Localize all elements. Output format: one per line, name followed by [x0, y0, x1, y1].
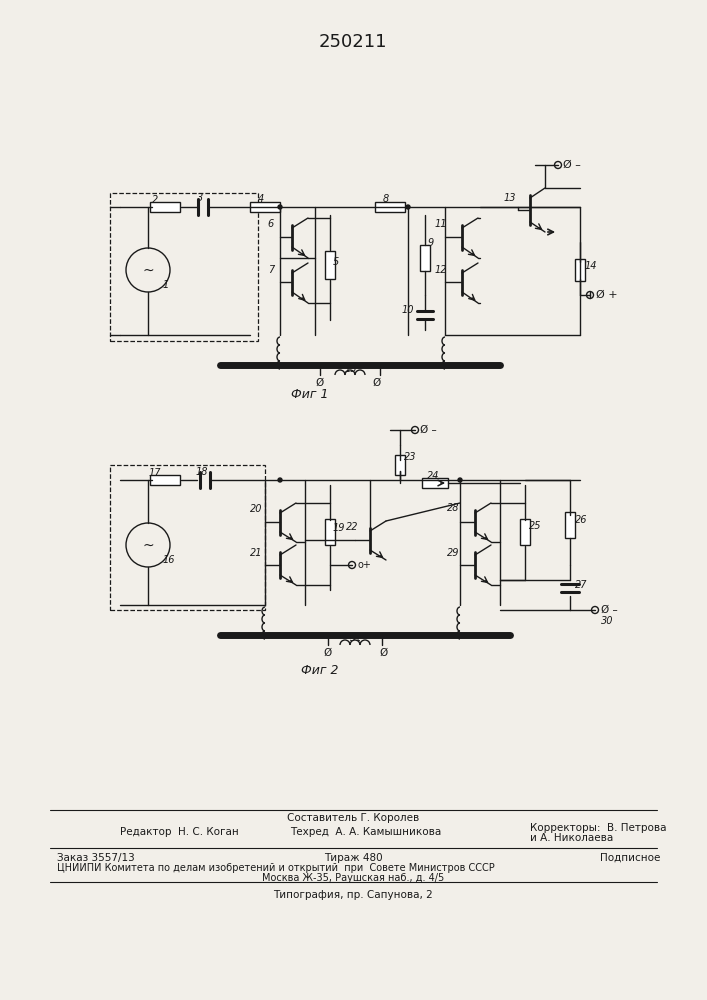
Text: o+: o+: [358, 560, 372, 570]
Text: 25: 25: [529, 521, 542, 531]
Text: 28: 28: [447, 503, 460, 513]
Text: Ø –: Ø –: [601, 605, 618, 615]
Bar: [520, 519, 530, 545]
Bar: [150, 202, 180, 212]
Bar: [395, 455, 405, 475]
Text: ЦНИИПИ Комитета по делам изобретений и открытий  при  Совете Министров СССР: ЦНИИПИ Комитета по делам изобретений и о…: [57, 863, 495, 873]
Text: 22: 22: [346, 522, 358, 532]
Text: 23: 23: [404, 452, 416, 462]
Text: 5: 5: [333, 257, 339, 267]
Bar: [422, 478, 448, 488]
Text: 31: 31: [350, 633, 362, 643]
Text: Корректоры:  В. Петрова: Корректоры: В. Петрова: [530, 823, 667, 833]
Text: 6: 6: [268, 219, 274, 229]
Text: 18: 18: [196, 467, 209, 477]
Text: Фиг 2: Фиг 2: [301, 664, 339, 676]
Text: 29: 29: [447, 548, 460, 558]
Text: Типография, пр. Сапунова, 2: Типография, пр. Сапунова, 2: [273, 890, 433, 900]
Bar: [110, 465, 265, 610]
Text: и А. Николаева: и А. Николаева: [530, 833, 613, 843]
Text: 14: 14: [585, 261, 597, 271]
Bar: [565, 512, 575, 538]
Text: 250211: 250211: [319, 33, 387, 51]
Text: Техред  А. А. Камышникова: Техред А. А. Камышникова: [290, 827, 441, 837]
Circle shape: [406, 205, 410, 209]
Bar: [325, 519, 335, 545]
Text: 10: 10: [402, 305, 414, 315]
Text: Ø –: Ø –: [563, 160, 581, 170]
Text: Составитель Г. Королев: Составитель Г. Королев: [287, 813, 419, 823]
Text: 20: 20: [250, 504, 262, 514]
Text: Фиг 1: Фиг 1: [291, 388, 329, 401]
Bar: [250, 202, 280, 212]
Text: 4: 4: [258, 194, 264, 204]
Text: Тираж 480: Тираж 480: [324, 853, 382, 863]
Text: 2: 2: [152, 195, 158, 205]
Text: 15: 15: [345, 364, 357, 374]
Text: 26: 26: [575, 515, 588, 525]
Bar: [150, 475, 180, 485]
Text: ~: ~: [142, 539, 154, 553]
Text: 1: 1: [163, 280, 169, 290]
Text: Ø: Ø: [380, 648, 388, 658]
Bar: [375, 202, 405, 212]
Text: 13: 13: [504, 193, 516, 203]
Text: Ø +: Ø +: [596, 290, 618, 300]
Text: Ø: Ø: [324, 648, 332, 658]
Text: 17: 17: [148, 468, 161, 478]
Bar: [325, 251, 335, 279]
Text: 3: 3: [197, 193, 203, 203]
Text: 7: 7: [268, 265, 274, 275]
Text: 9: 9: [428, 238, 434, 248]
Text: 12: 12: [435, 265, 448, 275]
Text: Заказ 3557/13: Заказ 3557/13: [57, 853, 135, 863]
Text: ~: ~: [142, 264, 154, 278]
Circle shape: [458, 478, 462, 482]
Bar: [575, 259, 585, 281]
Text: 19: 19: [333, 523, 346, 533]
Text: 8: 8: [383, 194, 389, 204]
Text: 11: 11: [435, 219, 448, 229]
Text: Редактор  Н. С. Коган: Редактор Н. С. Коган: [120, 827, 239, 837]
Text: Ø –: Ø –: [420, 425, 437, 435]
Bar: [420, 245, 430, 271]
Text: Ø: Ø: [373, 378, 381, 388]
Text: 21: 21: [250, 548, 262, 558]
Text: Москва Ж-35, Раушская наб., д. 4/5: Москва Ж-35, Раушская наб., д. 4/5: [262, 873, 444, 883]
Text: Ø: Ø: [316, 378, 324, 388]
Circle shape: [278, 205, 282, 209]
Bar: [110, 193, 258, 341]
Text: 30: 30: [601, 616, 614, 626]
Text: 24: 24: [427, 471, 439, 481]
Text: 27: 27: [575, 580, 588, 590]
Text: 16: 16: [163, 555, 175, 565]
Text: Подписное: Подписное: [600, 853, 660, 863]
Circle shape: [278, 478, 282, 482]
